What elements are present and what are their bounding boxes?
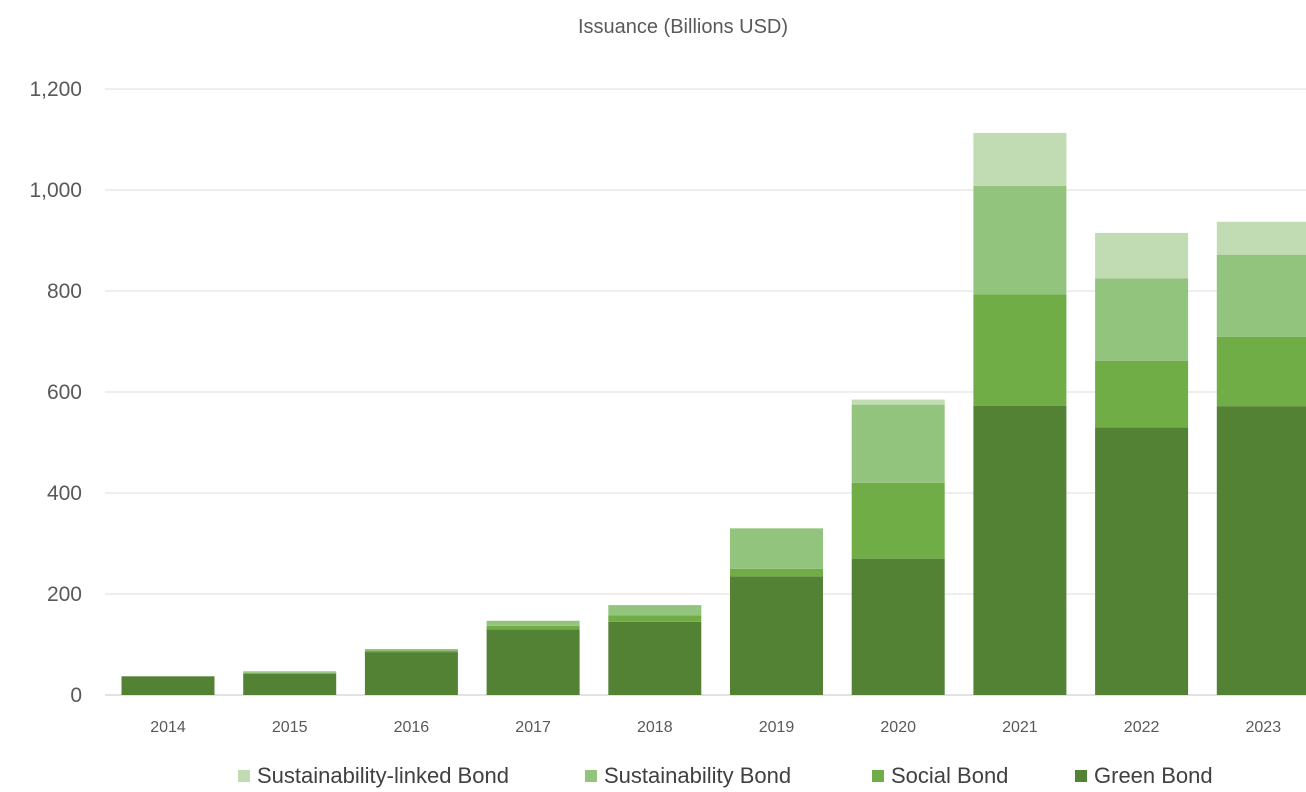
gridlines — [105, 88, 1306, 696]
legend-swatch — [1075, 770, 1087, 782]
y-tick-label: 400 — [47, 482, 82, 505]
bar-segment-green-bond-2022 — [1095, 427, 1189, 695]
bar-segment-sustainability-bond-2020 — [851, 404, 945, 483]
bar-segment-green-bond-2018 — [608, 621, 702, 695]
bar-segment-social-bond-2021 — [973, 294, 1067, 406]
y-tick-label: 200 — [47, 583, 82, 606]
bar-segment-sustainability-bond-2019 — [730, 528, 823, 569]
x-tick-label: 2015 — [272, 719, 308, 736]
y-tick-label: 800 — [47, 280, 82, 303]
legend-label: Social Bond — [891, 763, 1008, 788]
bar-segment-green-bond-2020 — [851, 558, 945, 695]
y-tick-label: 0 — [70, 684, 82, 707]
x-tick-label: 2019 — [759, 719, 795, 736]
bar-segment-sustainability-bond-2016 — [364, 649, 458, 651]
y-axis-ticks: 0 200 400 600 800 1,000 1,200 — [29, 78, 82, 707]
bar-segment-green-bond-2015 — [243, 673, 337, 695]
bar-segment-social-bond-2017 — [486, 625, 580, 630]
legend-label: Sustainability Bond — [604, 763, 791, 788]
x-tick-label: 2018 — [637, 719, 673, 736]
bar-segment-sustainability-bond-2023 — [1216, 254, 1306, 337]
x-tick-label: 2017 — [515, 719, 551, 736]
bar-segment-green-bond-2023 — [1216, 406, 1306, 695]
legend-swatch — [872, 770, 884, 782]
bar-segment-green-bond-2014 — [121, 676, 215, 695]
bar-segment-social-bond-2016 — [364, 650, 458, 653]
legend: Sustainability-linked Bond Sustainability… — [238, 763, 1213, 788]
bar-segment-social-bond-2022 — [1095, 360, 1189, 428]
bar-segment-green-bond-2017 — [486, 629, 580, 695]
bar-segment-social-bond-2015 — [243, 672, 337, 674]
bar-segment-social-bond-2023 — [1216, 336, 1306, 407]
bar-segment-sustainability-bond-2018 — [608, 605, 702, 616]
bar-segment-green-bond-2019 — [730, 576, 823, 695]
legend-swatch — [238, 770, 250, 782]
x-tick-label: 2014 — [150, 719, 186, 736]
bar-segment-sustainability-bond-2017 — [486, 620, 580, 626]
bar-segment-sustainability-bond-2021 — [973, 185, 1067, 295]
bar-segment-sustainability-bond-2022 — [1095, 278, 1189, 361]
chart-title: Issuance (Billions USD) — [578, 16, 788, 38]
x-tick-label: 2021 — [1002, 719, 1038, 736]
bar-segment-sustainability-linked-bond-2023 — [1216, 221, 1306, 255]
x-tick-label: 2016 — [394, 719, 430, 736]
y-tick-label: 1,200 — [29, 78, 82, 101]
bar-segment-sustainability-linked-bond-2021 — [973, 132, 1067, 186]
x-axis-ticks: 2014 2015 2016 2017 2018 2019 2020 2021 2022 2023 — [150, 719, 1281, 736]
bars — [121, 132, 1306, 695]
legend-label: Sustainability-linked Bond — [257, 763, 509, 788]
legend-swatch — [585, 770, 597, 782]
legend-label: Green Bond — [1094, 763, 1213, 788]
y-tick-label: 1,000 — [29, 179, 82, 202]
bar-segment-sustainability-bond-2015 — [243, 671, 337, 673]
x-tick-label: 2023 — [1246, 719, 1282, 736]
bar-segment-green-bond-2016 — [364, 652, 458, 695]
bar-segment-green-bond-2021 — [973, 405, 1067, 695]
bar-segment-social-bond-2019 — [730, 568, 823, 577]
x-tick-label: 2020 — [880, 719, 916, 736]
x-tick-label: 2022 — [1124, 719, 1160, 736]
bar-segment-sustainability-linked-bond-2022 — [1095, 232, 1189, 279]
bar-segment-sustainability-linked-bond-2020 — [851, 399, 945, 405]
bar-segment-social-bond-2020 — [851, 482, 945, 559]
y-tick-label: 600 — [47, 381, 82, 404]
bar-segment-social-bond-2018 — [608, 615, 702, 622]
